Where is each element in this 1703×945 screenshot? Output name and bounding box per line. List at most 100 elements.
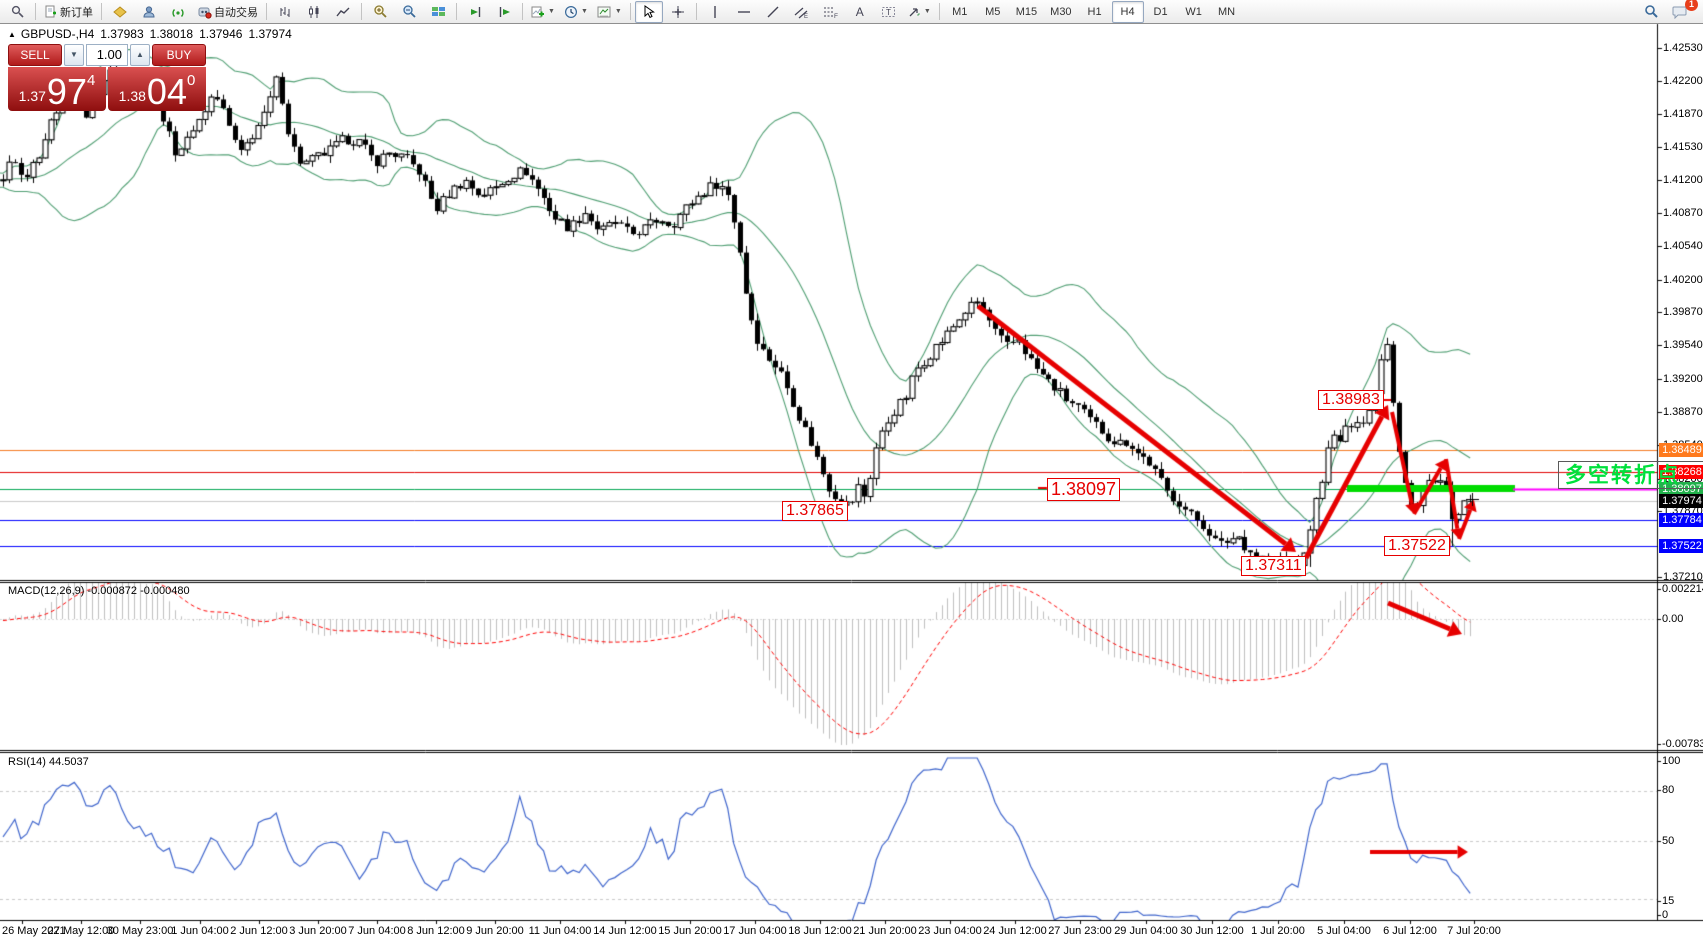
toolbar: 新订单 自动交易 ▼ ▼ ▼ [0, 0, 1703, 24]
toolbar-separator [35, 3, 36, 20]
price-tick-label: 1.39540 [1663, 339, 1703, 351]
collapse-arrow-icon[interactable]: ▲ [8, 30, 16, 39]
new-order-button[interactable]: 新订单 [40, 1, 97, 23]
chinese-note-label[interactable]: 多空转折点 [1558, 461, 1703, 489]
rsi-indicator-label: RSI(14) 44.5037 [8, 756, 89, 768]
price-tick-label: 1.38870 [1663, 406, 1703, 418]
macd-indicator-label: MACD(12,26,9) -0.000872 -0.000480 [8, 585, 190, 597]
horizontal-line-tool[interactable] [730, 1, 758, 23]
toolbar-separator [101, 3, 102, 20]
price-tick-label: 1.42530 [1663, 42, 1703, 54]
buy-price-big: 04 [146, 71, 187, 113]
time-axis-label: 23 Jun 04:00 [918, 925, 982, 937]
templates-dropdown-button[interactable]: ▼ [593, 1, 626, 23]
text-label-tool[interactable]: T [875, 1, 903, 23]
timeframe-d1[interactable]: D1 [1153, 5, 1168, 18]
buy-price-small: 1.38 [118, 88, 146, 104]
time-axis-label: 17 Jun 04:00 [723, 925, 787, 937]
price-tick-label: 1.39200 [1663, 373, 1703, 385]
symbol-period-label: GBPUSD-,H4 [20, 27, 95, 41]
annotation-price-label[interactable]: 1.37311 [1241, 556, 1306, 577]
chart-shift-icon[interactable] [490, 1, 518, 23]
annotation-price-label[interactable]: 1.38097 [1047, 478, 1121, 501]
volume-up-stepper[interactable]: ▲ [130, 44, 150, 66]
indicators-dropdown-button[interactable]: ▼ [527, 1, 559, 23]
annotation-price-label[interactable]: 1.37865 [782, 501, 848, 522]
time-axis-label: 1 Jun 04:00 [171, 925, 229, 937]
search-icon[interactable] [1637, 1, 1665, 23]
time-axis-label: 7 Jun 04:00 [348, 925, 406, 937]
zoom-in-icon[interactable] [366, 1, 394, 23]
price-tick-label: 1.42200 [1663, 75, 1703, 87]
equidistant-channel-tool[interactable]: E [788, 1, 816, 23]
text-tool[interactable]: A [855, 4, 864, 19]
timeframe-m30[interactable]: M30 [1050, 5, 1072, 18]
symbol-chart-icon[interactable] [3, 1, 31, 23]
timeframe-h4[interactable]: H4 [1111, 0, 1144, 23]
price-tag: 1.37784 [1659, 513, 1703, 527]
autotrading-button[interactable]: 自动交易 [193, 1, 262, 23]
toolbar-separator [456, 3, 457, 20]
low-price: 1.37946 [199, 27, 243, 41]
annotation-price-label[interactable]: 1.38983 [1318, 390, 1384, 411]
candlestick-type-icon[interactable] [300, 1, 328, 23]
toolbar-separator [938, 3, 940, 20]
time-axis-label: 18 Jun 12:00 [788, 925, 852, 937]
sell-price-small: 1.37 [18, 88, 46, 104]
time-axis-label: 5 Jul 04:00 [1317, 925, 1371, 937]
notifications-chat-icon[interactable]: 1 [1666, 0, 1698, 23]
time-axis-label: 30 Jun 12:00 [1180, 925, 1244, 937]
price-tag: 1.37974 [1659, 494, 1703, 508]
volume-input[interactable]: 1.00 [86, 44, 128, 66]
indicator-axis-label: 0 [1662, 909, 1669, 921]
line-chart-type-icon[interactable] [329, 1, 357, 23]
price-tag: 1.38489 [1659, 443, 1703, 457]
fibonacci-tool[interactable]: F [817, 1, 845, 23]
tile-windows-icon[interactable] [424, 1, 452, 23]
bar-chart-type-icon[interactable] [271, 1, 299, 23]
timeframe-h1[interactable]: H1 [1087, 5, 1102, 18]
buy-button[interactable]: BUY [152, 44, 206, 66]
toolbar-separator [629, 3, 631, 20]
time-axis-label: 8 Jun 12:00 [407, 925, 465, 937]
notification-badge: 1 [1685, 0, 1698, 11]
sell-button[interactable]: SELL [8, 44, 62, 66]
timeframe-mn[interactable]: MN [1218, 5, 1236, 18]
timeframe-m5[interactable]: M5 [985, 5, 1001, 18]
price-tick-label: 1.40200 [1663, 274, 1703, 286]
auto-scroll-icon[interactable] [461, 1, 489, 23]
vertical-line-tool[interactable] [701, 1, 729, 23]
time-axis-label: 7 Jul 20:00 [1447, 925, 1501, 937]
profile-icon[interactable] [135, 1, 163, 23]
buy-price-panel[interactable]: 1.38 04 0 [108, 67, 206, 111]
annotation-price-label[interactable]: 1.37522 [1384, 536, 1450, 557]
timeframe-m1[interactable]: M1 [952, 5, 968, 18]
svg-text:T: T [886, 8, 891, 17]
sell-price-panel[interactable]: 1.37 97 4 [8, 67, 106, 111]
indicator-axis-label: 100 [1662, 755, 1681, 767]
trendline-tool[interactable] [759, 1, 787, 23]
timeframe-w1[interactable]: W1 [1185, 5, 1202, 18]
indicator-axis-label: 80 [1662, 784, 1675, 796]
arrows-tool-dropdown[interactable]: ▼ [904, 1, 935, 23]
zoom-out-icon[interactable] [395, 1, 423, 23]
periods-dropdown-button[interactable]: ▼ [560, 1, 592, 23]
signals-icon[interactable] [164, 1, 192, 23]
sell-price-sup: 4 [86, 72, 96, 89]
cursor-tool-button[interactable] [634, 0, 663, 23]
price-tag: 1.37522 [1659, 539, 1703, 553]
price-tick-label: 1.40540 [1663, 240, 1703, 252]
timeframe-m15[interactable]: M15 [1015, 5, 1038, 18]
crosshair-tool-button[interactable] [664, 1, 692, 23]
indicator-axis-label: 50 [1662, 835, 1675, 847]
metaeditor-icon[interactable] [106, 1, 134, 23]
price-tick-label: 1.39870 [1663, 306, 1703, 318]
close-price: 1.37974 [248, 27, 292, 41]
time-axis-label: 1 Jul 20:00 [1251, 925, 1305, 937]
time-axis-label: 21 Jun 20:00 [853, 925, 917, 937]
time-axis-label: 3 Jun 20:00 [289, 925, 347, 937]
time-axis-label: 14 Jun 12:00 [593, 925, 657, 937]
volume-down-stepper[interactable]: ▼ [64, 44, 84, 66]
